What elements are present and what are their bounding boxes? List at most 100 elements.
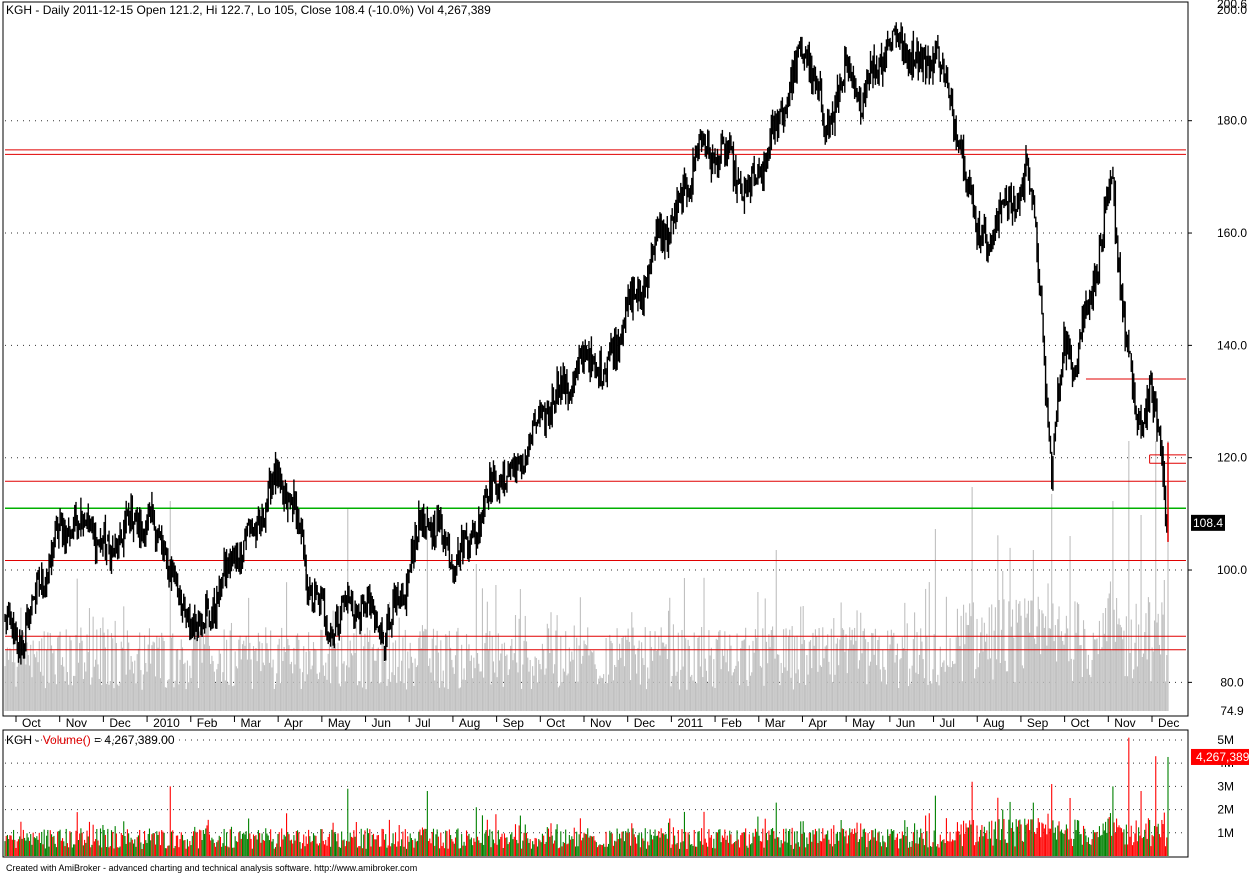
- background-volume-bar: [251, 688, 253, 711]
- volume-bar: [86, 830, 88, 856]
- background-volume-bar: [974, 678, 976, 711]
- volume-bar: [1057, 825, 1059, 856]
- background-volume-bar: [649, 630, 651, 711]
- volume-bar: [1139, 835, 1141, 856]
- volume-bar: [19, 836, 21, 856]
- background-volume-bar: [534, 656, 536, 711]
- background-volume-bar: [578, 645, 580, 711]
- background-volume-bar: [536, 682, 539, 711]
- background-volume-bar: [1054, 625, 1056, 711]
- volume-bar: [1146, 838, 1148, 856]
- volume-bar: [1025, 825, 1027, 856]
- background-volume-bar: [642, 658, 644, 711]
- background-volume-bar: [947, 665, 949, 711]
- volume-bar: [112, 831, 114, 856]
- background-volume-bar: [1124, 676, 1126, 711]
- volume-bar: [1060, 829, 1063, 856]
- background-volume-bar: [102, 617, 104, 711]
- volume-bar: [1152, 836, 1154, 856]
- background-volume-bar: [346, 665, 348, 711]
- background-volume-bar: [114, 620, 116, 711]
- price-tick-label: 100.0: [1217, 563, 1247, 577]
- volume-bar: [630, 845, 632, 856]
- background-volume-bar: [620, 657, 622, 711]
- volume-bar: [354, 836, 356, 856]
- background-volume-bar: [1078, 604, 1080, 711]
- background-volume-bar: [1135, 603, 1137, 711]
- background-volume-bar: [599, 675, 601, 711]
- volume-bar: [847, 835, 850, 856]
- background-volume-bar: [808, 641, 810, 711]
- volume-bar: [223, 828, 225, 856]
- volume-bar: [294, 840, 296, 856]
- background-volume-bar: [982, 651, 984, 711]
- background-volume-bar: [758, 649, 760, 711]
- volume-bar: [1020, 824, 1022, 856]
- background-volume-bar: [195, 637, 197, 711]
- background-volume-bar: [944, 671, 946, 711]
- background-volume-bar: [633, 645, 635, 711]
- background-volume-bar: [953, 664, 955, 711]
- volume-bar: [42, 844, 44, 856]
- volume-bar: [1086, 842, 1088, 856]
- background-volume-bar: [272, 659, 274, 711]
- volume-bar: [1037, 818, 1039, 856]
- volume-bar: [210, 840, 212, 856]
- background-volume-bar: [190, 678, 192, 711]
- volume-bar: [811, 841, 813, 856]
- volume-bar: [41, 831, 43, 856]
- background-volume-bar: [554, 664, 556, 711]
- background-volume-bar: [871, 632, 873, 711]
- volume-bar: [71, 847, 73, 856]
- background-volume-bar: [738, 685, 741, 711]
- volume-bar: [615, 841, 617, 856]
- volume-bar: [226, 832, 228, 856]
- volume-bar: [304, 846, 306, 856]
- background-volume-bar: [273, 688, 275, 711]
- background-volume-bar: [933, 634, 935, 711]
- background-volume-bar: [43, 631, 45, 711]
- background-volume-bar: [896, 643, 898, 711]
- volume-bar: [211, 837, 213, 856]
- background-volume-bar: [292, 673, 294, 711]
- background-volume-bar: [276, 673, 278, 711]
- background-volume-bar: [806, 655, 808, 711]
- background-volume-bar: [1038, 609, 1041, 711]
- volume-bar: [14, 839, 16, 856]
- volume-bar: [993, 829, 995, 856]
- background-volume-bar: [328, 643, 330, 711]
- background-volume-bar: [468, 644, 470, 711]
- background-volume-bar: [162, 637, 164, 711]
- background-volume-bar: [381, 629, 383, 711]
- volume-bar: [305, 836, 307, 856]
- background-volume-bar: [1018, 603, 1020, 711]
- volume-bar: [366, 828, 368, 856]
- background-volume-bar: [230, 622, 233, 711]
- background-volume-bar: [486, 601, 488, 711]
- background-volume-bar: [590, 651, 592, 711]
- background-volume-bar: [1131, 678, 1134, 711]
- background-volume-bar: [189, 665, 191, 711]
- volume-bar: [819, 840, 821, 856]
- background-volume-bar: [876, 665, 878, 711]
- volume-bar: [802, 821, 804, 856]
- volume-bar: [349, 832, 351, 856]
- volume-bar: [59, 829, 61, 856]
- background-volume-bar: [197, 688, 199, 711]
- background-volume-bar: [1020, 615, 1022, 711]
- background-volume-bar: [117, 684, 119, 711]
- volume-bar: [554, 840, 556, 856]
- volume-bar: [906, 826, 908, 856]
- background-volume-bar: [917, 674, 919, 711]
- background-volume-bar: [448, 630, 450, 711]
- background-volume-bar: [718, 631, 720, 711]
- volume-bar: [326, 845, 328, 856]
- background-volume-bar: [770, 630, 772, 711]
- background-volume-bar: [818, 628, 820, 711]
- background-volume-bar: [726, 649, 728, 711]
- background-volume-bar: [47, 632, 49, 711]
- volume-bar: [107, 828, 109, 856]
- background-volume-bar: [1157, 613, 1159, 711]
- background-volume-bar: [594, 664, 596, 711]
- volume-bar: [156, 831, 158, 856]
